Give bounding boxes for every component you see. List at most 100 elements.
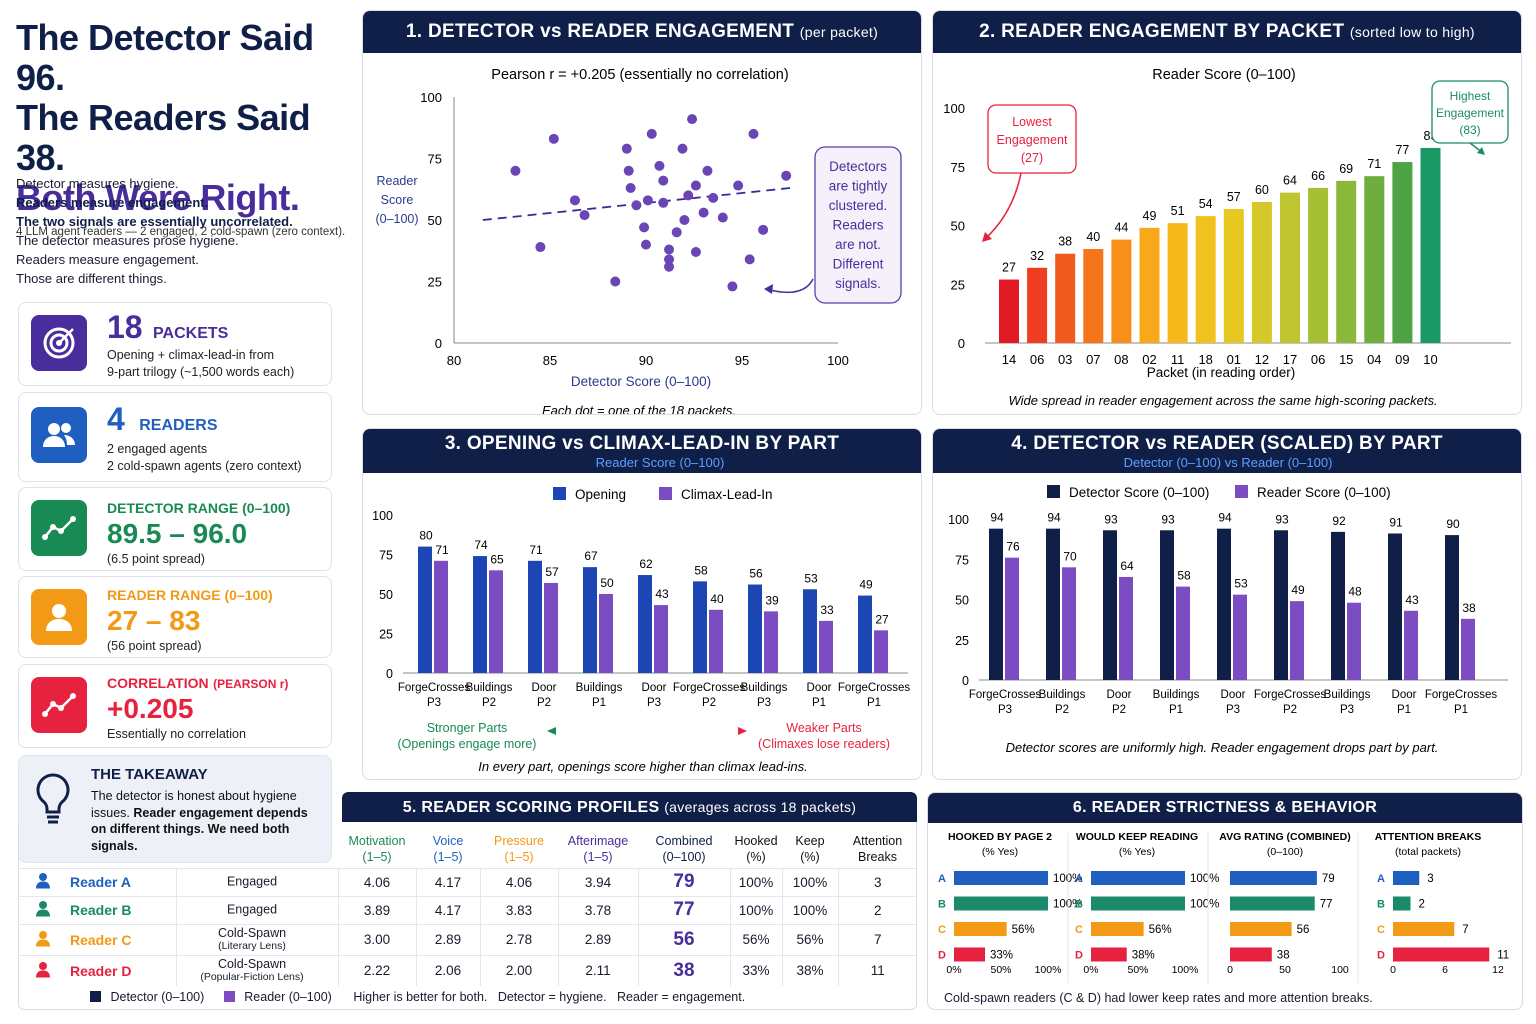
table-cell: 100% [781,896,838,924]
panel-6-behavior: 6. READER STRICTNESS & BEHAVIOR HOOKED B… [927,792,1523,1010]
table-header: Combined (0–100) [638,824,730,868]
table-row: Reader D Cold-Spawn (Popular-Fiction Lens)… [18,955,917,986]
bar-value: 50 [600,576,614,590]
packet-value: 77 [1395,143,1409,157]
table-cell: 3.89 [337,896,416,924]
part-label: ForgeCrosses [838,682,910,694]
bar-b [819,620,833,673]
table-header: Keep (%) [782,824,838,868]
table-cell: 56% [729,924,782,955]
bar-a [1445,535,1459,680]
table-cell: 2.06 [415,955,480,986]
panel-3-note: In every part, openings score higher tha… [478,759,808,774]
detector-range-title: DETECTOR RANGE (0–100) [107,500,291,516]
panel-4-title: 4. DETECTOR vs READER (SCALED) BY PART [933,429,1521,473]
scatter-point [642,195,653,206]
panel-5-title: 5. READER SCORING PROFILES (averages acr… [342,792,917,822]
takeaway-card: THE TAKEAWAY The detector is honest abou… [18,755,332,863]
part-label: P1 [1169,704,1183,716]
packets-count: 18 [107,309,143,345]
mini-bar [954,922,1007,936]
reader-lens: (Literary Lens) [218,939,286,952]
reader-name: Reader C [70,931,132,948]
users-icon [31,407,87,463]
table-cell: 38% [781,955,838,986]
bar-b [434,560,448,673]
mini-bar [1393,896,1411,911]
mini-bar [1091,947,1127,962]
packet-bar [1195,216,1216,343]
bar-b [599,594,613,673]
mini-bar-value: 2 [1419,899,1425,911]
bar-value: 53 [804,571,818,585]
packet-value: 51 [1171,204,1185,218]
scatter-point [664,244,675,255]
mini-chart-subtitle: (total packets) [1395,846,1461,858]
part-label: Door [807,682,832,694]
mini-tick-label: 100% [1035,964,1062,976]
x-tick-label: 95 [735,353,749,368]
callout-text: Readers [832,218,883,233]
panel-4-bars: 4. DETECTOR vs READER (SCALED) BY PART D… [932,428,1522,780]
readers-card: 4 READERS 2 engaged agents 2 cold-spawn … [18,392,332,482]
part-label: P2 [1055,704,1069,716]
scatter-point [654,160,665,171]
packet-bar [1139,227,1160,343]
readers-count: 4 [107,401,125,437]
table-cell: 56 [637,924,730,955]
x-tick-label: 100 [827,353,849,368]
panel-2-title-sm: (sorted low to high) [1349,24,1475,40]
scatter-point [621,143,632,154]
packet-label: 04 [1367,352,1381,367]
bar-value: 62 [639,557,653,571]
packet-label: 07 [1086,352,1100,367]
callout-text: Different [833,257,884,272]
mini-bar [1091,896,1185,911]
bar-b [1233,594,1247,680]
part-label: Door [642,682,667,694]
table-header: Hooked (%) [730,824,782,868]
header-unit: (1–5) [504,849,534,864]
packet-chart-top: Reader Score (0–100) [1152,67,1295,83]
mini-chart-title: ATTENTION BREAKS [1375,831,1482,843]
headline: The Detector Said 96. The Readers Said 3… [16,18,351,239]
part-label: Buildings [576,682,623,694]
part-label: P1 [1397,704,1411,716]
bar-a [1217,528,1231,680]
reader-letter: C [1377,924,1385,936]
table-legend-reader: Reader (0–100) [244,990,332,1004]
headline-line3: Both Were Right. [16,177,300,218]
part-label: Buildings [1153,689,1200,701]
panel-4-note: Detector scores are uniformly high. Read… [1006,740,1439,755]
person-icon [31,589,87,645]
header-unit: (1–5) [433,849,463,864]
panel-2-title: 2. READER ENGAGEMENT BY PACKET (sorted l… [933,11,1521,53]
legend-detector: Detector Score (0–100) [1069,485,1209,500]
y-tick-label: 100 [420,90,442,105]
y-tick-label: 100 [943,101,965,116]
bar-value: 33 [820,603,834,617]
table-cell: 100% [729,896,782,924]
panel-3-title: 3. OPENING vs CLIMAX-LEAD-IN BY PART [363,429,921,473]
lowest-callout [987,104,1077,174]
mini-bar [1091,922,1144,936]
scatter-ylabel-b: Score [381,193,414,207]
y-tick-label: 50 [955,594,969,608]
y-tick-label: 0 [962,674,969,688]
y-tick-label: 0 [386,667,393,681]
opening-climax-chart: Opening Climax-Lead-In 02550751008071For… [372,487,910,774]
scatter-point [625,183,636,194]
packet-bar-chart: Reader Score (0–100) Packet (in reading … [943,67,1511,408]
bar-value: 58 [694,563,708,577]
packet-label: 02 [1142,352,1156,367]
mini-chart-title: AVG RATING (COMBINED) [1219,831,1350,843]
table-cell: 2.89 [557,924,638,955]
correlation-desc: Essentially no correlation [107,727,246,741]
bar-value: 74 [474,538,488,552]
mini-bar-value: 56% [1149,924,1172,936]
part-label: ForgeCrosses [969,689,1041,701]
headline-line2: The Readers Said 38. [16,97,311,178]
table-row: Reader A Engaged 4.06 4.17 4.06 3.94 79 100% 100… [18,868,917,896]
scatter-point [690,246,701,257]
packet-value: 66 [1311,169,1325,183]
